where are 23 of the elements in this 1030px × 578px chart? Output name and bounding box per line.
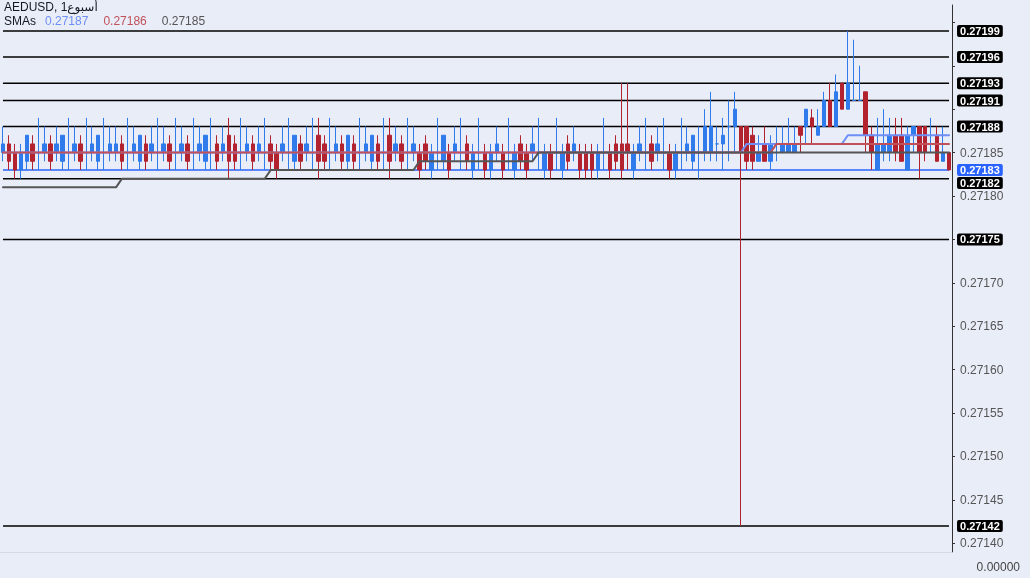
y-tick-label: 0.27140 [960,536,1004,551]
y-tick-label: 0.27165 [960,319,1004,334]
annotation: SMAs [4,14,37,28]
ref-line-label: 0.27142 [960,519,1000,532]
y-tick-label: 0.27180 [960,189,1004,204]
text: 0.27185 [161,14,206,28]
text: 0.00000 [976,560,1021,574]
ref-line-label: 0.27183 [960,163,1000,176]
y-tick-label: 0.27185 [960,145,1004,160]
ref-line-label: 0.27175 [960,233,1000,246]
ref-line-label: 0.27182 [960,176,1000,189]
y-tick-label: 0.27160 [960,362,1004,377]
ref-line-label: 0.27193 [960,77,1000,90]
ref-line-label: 0.27188 [960,120,1000,133]
y-tick-label: 0.27170 [960,275,1004,290]
y-tick-label: 0.27150 [960,449,1004,464]
text: 0.27186 [103,14,148,28]
ref-line-label: 0.27191 [960,94,1000,107]
y-tick-label: 0.27145 [960,492,1004,507]
y-tick-label: 0.27155 [960,406,1004,421]
ref-line-label: 0.27199 [960,25,1000,38]
text: 0.27187 [45,14,89,28]
ref-line-label: 0.27196 [960,51,1000,64]
